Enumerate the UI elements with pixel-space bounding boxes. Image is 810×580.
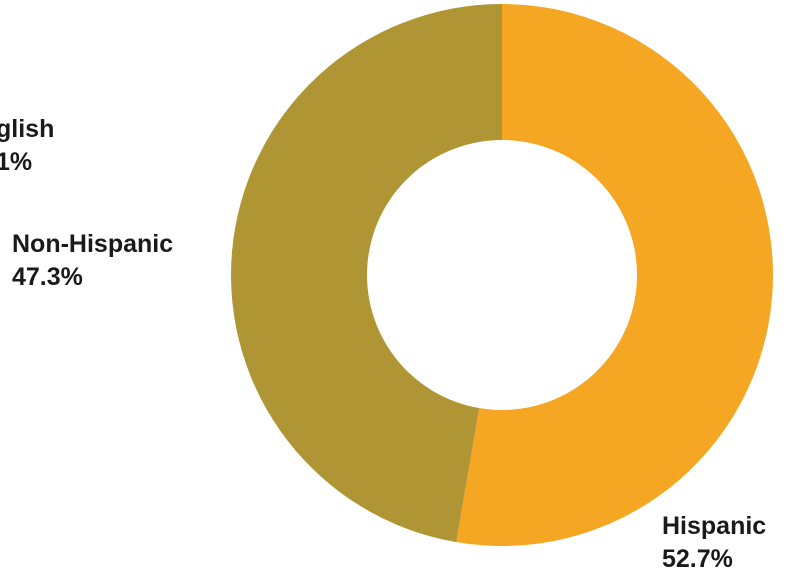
label-non-hispanic-name: Non-Hispanic (12, 230, 174, 258)
partial-label-name: glish (0, 115, 55, 143)
partial-label: glish 1% (0, 113, 54, 179)
label-hispanic-name: Hispanic (662, 512, 767, 540)
label-hispanic-value: 52.7% (662, 545, 733, 573)
partial-label-value: 1% (0, 148, 33, 176)
label-non-hispanic-value: 47.3% (12, 263, 83, 291)
label-hispanic: Hispanic 52.7% (662, 510, 766, 576)
slice-non-hispanic (230, 4, 502, 543)
label-non-hispanic: Non-Hispanic 47.3% (12, 228, 173, 294)
donut-slices (230, 4, 773, 546)
slice-hispanic (456, 4, 773, 546)
